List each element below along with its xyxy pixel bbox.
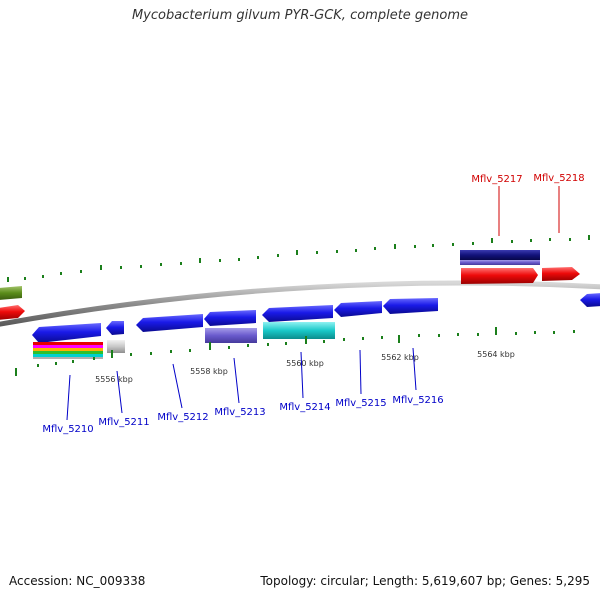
forward-feature-mflv5217-bar2 [460, 260, 540, 265]
mflv5210-stripe-1 [33, 342, 103, 345]
gene-labels: Mflv_5210 Mflv_5211 Mflv_5212 Mflv_5213 … [42, 173, 584, 435]
leader-lines [66, 186, 560, 421]
genome-backbone [0, 280, 600, 327]
scale-label: 5556 kbp [95, 375, 133, 384]
gene-label-mflv5216[interactable]: Mflv_5216 [392, 395, 443, 406]
gene-label-mflv5213[interactable]: Mflv_5213 [214, 407, 265, 418]
leader-line-mflv5211 [116, 370, 123, 414]
reverse-gene-mflv5215 [334, 301, 382, 317]
scale-label: 5562 kbp [381, 353, 419, 362]
forward-gene-mflv5217 [461, 268, 538, 284]
reverse-gene-mflv5211 [106, 321, 124, 335]
forward-strand-features [0, 250, 580, 320]
forward-feature-mflv5217-bar [460, 250, 540, 260]
scale-label: 5558 kbp [190, 367, 228, 376]
gene-label-mflv5215[interactable]: Mflv_5215 [335, 398, 386, 409]
reverse-gene-mflv5213 [204, 310, 256, 326]
genome-summary-text: Topology: circular; Length: 5,619,607 bp… [260, 574, 590, 588]
reverse-gene-right [580, 293, 600, 307]
forward-feature-left-red [0, 305, 25, 320]
mflv5214-feature [263, 322, 335, 339]
leader-line-mflv5212 [172, 363, 183, 409]
leader-line-mflv5215 [359, 349, 362, 395]
mflv5211-pseudo [107, 340, 125, 353]
leader-line-mflv5214 [300, 351, 304, 399]
scale-label: 5560 kbp [286, 359, 324, 368]
gene-label-mflv5211[interactable]: Mflv_5211 [98, 417, 149, 428]
scale-labels: 5556 kbp 5558 kbp 5560 kbp 5562 kbp 5564… [95, 350, 515, 384]
reverse-strand-features [32, 293, 600, 359]
gene-label-mflv5214[interactable]: Mflv_5214 [279, 402, 330, 413]
leader-line-mflv5213 [233, 357, 240, 404]
leader-line-mflv5216 [412, 347, 417, 391]
leader-line-mflv5210 [66, 374, 71, 421]
mflv5210-stripe-2 [33, 345, 103, 348]
mflv5213-feature [205, 328, 257, 343]
gene-label-mflv5217[interactable]: Mflv_5217 [471, 174, 522, 185]
reverse-gene-mflv5216 [383, 298, 438, 314]
outer-tick-track [7, 235, 590, 282]
gene-label-mflv5218[interactable]: Mflv_5218 [533, 173, 584, 184]
map-title: Mycobacterium gilvum PYR-GCK, complete g… [131, 8, 469, 23]
inner-tick-track [15, 327, 575, 376]
mflv5210-stripe-5 [33, 354, 103, 357]
mflv5210-stripe-6 [33, 357, 103, 359]
mflv5210-stripe-3 [33, 348, 103, 351]
reverse-gene-mflv5210 [32, 323, 101, 343]
forward-feature-left-misc [0, 286, 22, 300]
reverse-gene-mflv5212 [136, 314, 203, 332]
forward-gene-mflv5218 [542, 267, 580, 281]
gene-label-mflv5212[interactable]: Mflv_5212 [157, 412, 208, 423]
accession-text: Accession: NC_009338 [9, 574, 146, 588]
reverse-gene-mflv5214 [262, 305, 333, 322]
scale-label: 5564 kbp [477, 350, 515, 359]
mflv5210-stripe-4 [33, 351, 103, 354]
gene-label-mflv5210[interactable]: Mflv_5210 [42, 424, 93, 435]
